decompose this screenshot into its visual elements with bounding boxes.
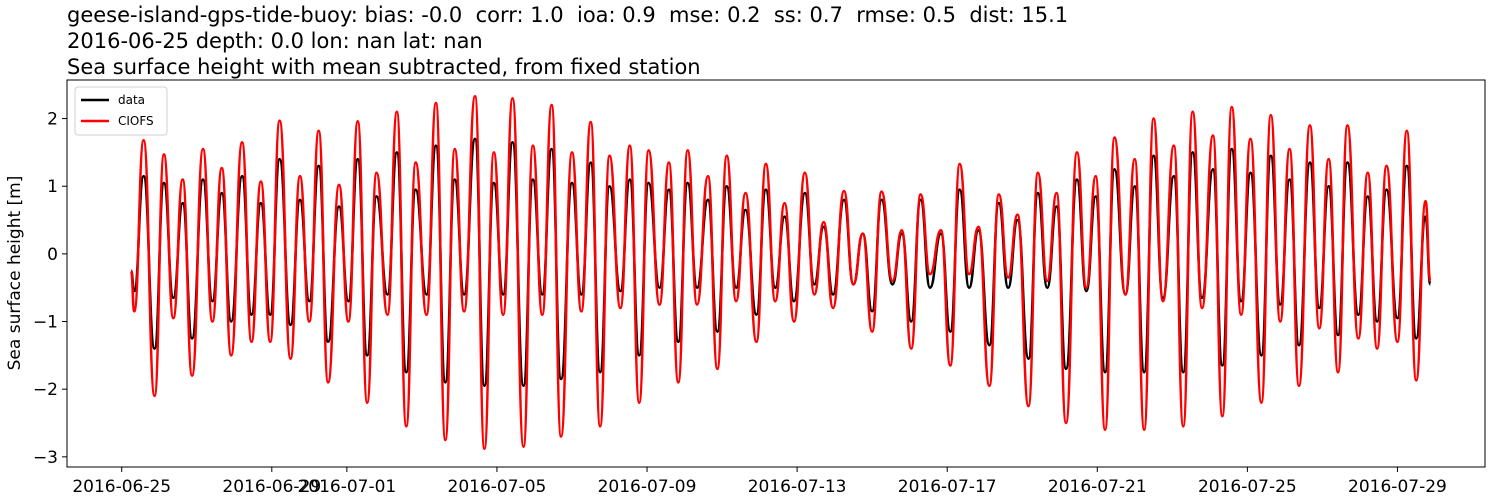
legend-label: data xyxy=(118,93,145,107)
y-axis-label: Sea surface height [m] xyxy=(5,176,25,371)
y-tick-label: 2 xyxy=(47,110,58,130)
x-tick-label: 2016-07-25 xyxy=(1198,477,1297,497)
title-line: Sea surface height with mean subtracted,… xyxy=(67,55,701,79)
title-line: 2016-06-25 depth: 0.0 lon: nan lat: nan xyxy=(67,29,483,53)
x-tick-label: 2016-07-17 xyxy=(898,477,997,497)
x-tick-label: 2016-07-01 xyxy=(297,477,396,497)
y-tick-label: 0 xyxy=(47,245,58,265)
x-tick-label: 2016-07-21 xyxy=(1048,477,1147,497)
x-tick-label: 2016-07-13 xyxy=(748,477,847,497)
y-tick-label: 1 xyxy=(47,177,58,197)
x-tick-label: 2016-07-29 xyxy=(1348,477,1447,497)
x-tick-label: 2016-06-25 xyxy=(72,477,171,497)
legend-label: CIOFS xyxy=(118,114,154,128)
title-line: geese-island-gps-tide-buoy: bias: -0.0 c… xyxy=(67,3,1068,27)
x-tick-label: 2016-07-09 xyxy=(598,477,697,497)
y-tick-label: −1 xyxy=(33,313,58,333)
y-tick-label: −3 xyxy=(33,448,58,468)
x-tick-label: 2016-06-29 xyxy=(222,477,321,497)
plot-frame xyxy=(66,79,1486,468)
x-tick-label: 2016-07-05 xyxy=(448,477,547,497)
series-line xyxy=(129,94,1432,450)
y-tick-label: −2 xyxy=(33,380,58,400)
